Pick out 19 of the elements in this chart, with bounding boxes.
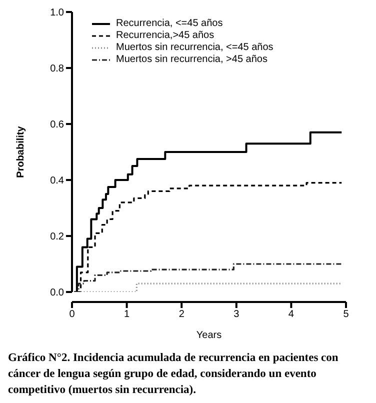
y-tick-label: 0.6 [50, 120, 64, 131]
legend-label: Recurrencia, <=45 años [116, 18, 223, 30]
y-axis-title: Probability [16, 126, 27, 178]
legend-label: Muertos sin recurrencia, <=45 años [116, 42, 274, 54]
x-tick-label: 4 [288, 309, 294, 320]
y-tick-label: 0.2 [50, 232, 64, 243]
x-tick-label: 5 [343, 309, 350, 320]
x-tick-label: 2 [178, 309, 185, 320]
legend-label: Muertos sin recurrencia, >45 años [116, 54, 268, 66]
y-tick-label: 0.8 [50, 64, 64, 75]
x-tick-label: 3 [234, 309, 240, 320]
y-tick-label: 1.0 [50, 8, 64, 19]
x-axis-title: Years [196, 330, 222, 341]
legend-label: Recurrencia,>45 años [116, 30, 214, 42]
text: Gráfico N°2. Incidencia acumulada de recurrencia en pacientes con cáncer de lengua según grupo de edad, considerando un evento competitivo (muertos sin recurrencia). [8, 351, 340, 398]
x-tick-label: 1 [124, 309, 130, 320]
y-tick-label: 0.0 [50, 288, 64, 299]
x-tick-label: 0 [69, 309, 76, 320]
y-tick-label: 0.4 [50, 176, 64, 187]
